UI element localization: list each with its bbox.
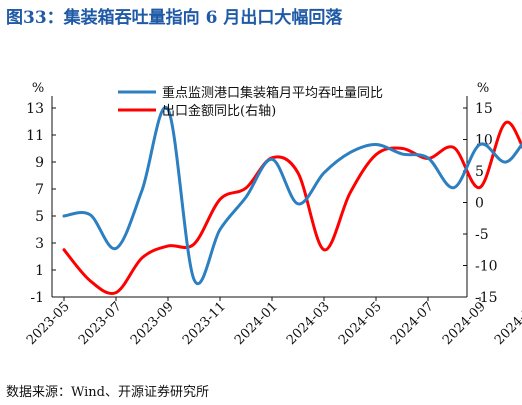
data-point-export bbox=[323, 249, 325, 251]
left-tick-label: 5 bbox=[35, 209, 44, 225]
data-point-export bbox=[349, 192, 351, 194]
left-axis-unit: % bbox=[32, 81, 44, 96]
left-tick-label: 7 bbox=[35, 182, 44, 198]
data-point-container bbox=[63, 215, 65, 217]
series-line-container bbox=[62, 105, 522, 285]
data-point-export bbox=[89, 279, 91, 281]
data-point-export bbox=[115, 291, 117, 293]
data-point-container bbox=[245, 196, 247, 198]
data-point-container bbox=[323, 172, 325, 174]
left-tick-label: 11 bbox=[26, 128, 44, 144]
data-point-export bbox=[167, 245, 169, 247]
data-point-container bbox=[479, 143, 481, 145]
data-point-export bbox=[63, 249, 65, 251]
data-point-container bbox=[349, 151, 351, 153]
x-tick-label: 2024-03 bbox=[284, 299, 333, 348]
x-tick-label: 2024-01 bbox=[232, 299, 281, 348]
left-tick-label: -1 bbox=[30, 290, 44, 306]
x-tick-label: 2024-09 bbox=[440, 299, 489, 348]
data-point-container bbox=[271, 158, 273, 160]
legend-label: 重点监测港口集装箱月平均吞吐量同比 bbox=[162, 85, 383, 101]
data-point-export bbox=[219, 198, 221, 200]
data-point-container bbox=[401, 153, 403, 155]
x-tick-label: 2023-07 bbox=[76, 299, 125, 348]
data-point-container bbox=[375, 143, 377, 145]
x-tick-label: 2024-07 bbox=[388, 299, 437, 348]
data-point-container bbox=[453, 186, 455, 188]
left-tick-label: 13 bbox=[26, 101, 44, 117]
data-point-container bbox=[297, 203, 299, 205]
data-point-container bbox=[427, 157, 429, 159]
right-tick-label: -10 bbox=[475, 259, 498, 275]
data-point-export bbox=[479, 186, 481, 188]
data-point-export bbox=[141, 257, 143, 259]
x-tick-label: 2024-05 bbox=[336, 299, 385, 348]
right-tick-label: 0 bbox=[475, 196, 484, 212]
data-point-container bbox=[89, 213, 91, 215]
x-tick-label: 2023-09 bbox=[128, 299, 177, 348]
data-point-container bbox=[505, 161, 507, 163]
legend-label: 出口金额同比(右轴) bbox=[162, 103, 276, 119]
right-tick-label: 15 bbox=[475, 101, 493, 117]
series-line-export bbox=[62, 120, 522, 295]
series-layer bbox=[62, 105, 522, 295]
right-tick-label: 5 bbox=[475, 164, 484, 180]
source-note: 数据来源：Wind、开源证券研究所 bbox=[6, 385, 209, 400]
data-point-export bbox=[375, 153, 377, 155]
left-tick-label: 9 bbox=[35, 155, 44, 171]
data-point-export bbox=[401, 147, 403, 149]
right-tick-label: -15 bbox=[475, 290, 498, 306]
x-tick-label: 2024-11 bbox=[492, 299, 522, 348]
data-point-container bbox=[115, 247, 117, 249]
x-tick-label: 2023-11 bbox=[180, 299, 229, 348]
x-tick-label: 2023-05 bbox=[24, 299, 73, 348]
chart-title: 图33：集装箱吞吐量指向 6 月出口大幅回落 bbox=[6, 8, 343, 28]
data-point-export bbox=[245, 187, 247, 189]
data-point-export bbox=[453, 146, 455, 148]
data-point-container bbox=[141, 189, 143, 191]
right-tick-label: -5 bbox=[475, 227, 489, 243]
left-tick-label: 3 bbox=[35, 236, 44, 252]
data-point-container bbox=[219, 228, 221, 230]
data-point-export bbox=[297, 172, 299, 174]
data-point-export bbox=[193, 243, 195, 245]
data-point-export bbox=[505, 121, 507, 123]
data-point-container bbox=[193, 278, 195, 280]
right-axis-unit: % bbox=[477, 81, 489, 96]
left-tick-label: 1 bbox=[35, 263, 44, 279]
